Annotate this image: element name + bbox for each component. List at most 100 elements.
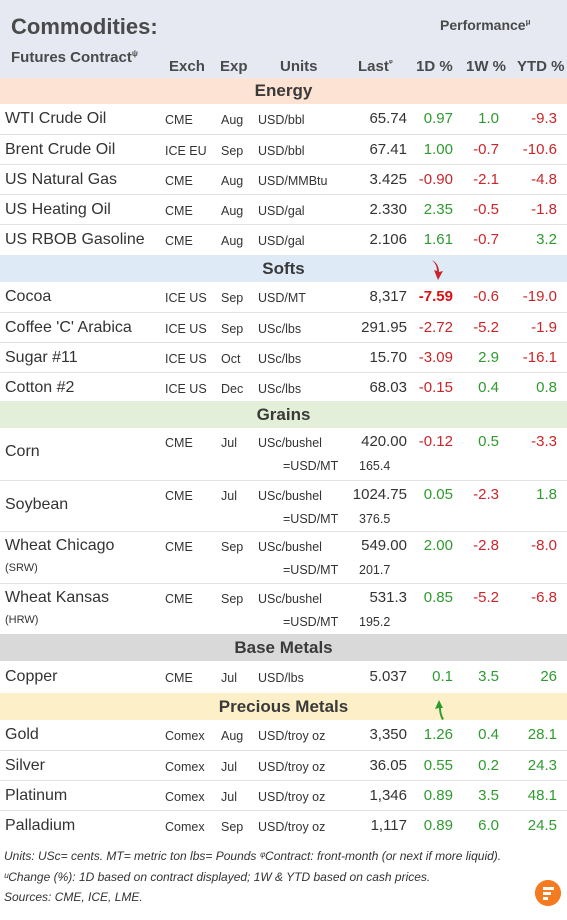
table-row: Soybean CME Jul USc/bushel 1024.75 0.05 -2.3 1.… [0,479,567,533]
commodity-name: Corn [5,443,40,460]
expiry: Aug [221,113,244,127]
units: USD/troy oz [258,760,326,774]
units: USc/bushel [258,488,322,503]
last-price: 1,346 [369,787,407,804]
metric-conversion-value: 165.4 [359,459,391,473]
footer-units-note: Units: USc= cents. MT= metric ton lbs= P… [4,849,502,863]
last-price: 3.425 [369,171,407,188]
metric-conversion-label: =USD/MT [283,459,339,473]
exchange: CME [165,488,193,503]
exchange: ICE US [165,352,207,366]
table-row: US Natural Gas CME Aug USD/MMBtu 3.425 -0.90 -… [0,164,567,195]
change-1d: 1.61 [423,231,453,248]
commodity-name: WTI Crude Oil [5,110,107,127]
change-1d: 2.00 [423,537,453,554]
commodity-name: Coffee 'C' Arabica [5,319,132,336]
expiry: Oct [221,352,241,366]
change-ytd: 3.2 [536,231,557,248]
last-price: 420.00 [361,433,407,450]
metric-conversion-label: =USD/MT [283,614,339,629]
change-1d: 0.89 [423,817,453,834]
change-1d: 2.35 [423,201,453,218]
change-1w: 0.4 [478,726,499,743]
exchange: Comex [165,790,205,804]
expiry: Sep [221,591,244,606]
commodity-name: US RBOB Gasoline [5,231,145,248]
units: USD/gal [258,204,305,218]
change-1w: -0.7 [473,231,499,248]
change-1w: 6.0 [478,817,499,834]
expiry: Aug [221,234,244,248]
exchange: CME [165,234,193,248]
expiry: Jul [221,760,237,774]
change-1w: 1.0 [478,110,499,127]
change-1w: 3.5 [478,787,499,804]
expiry: Jul [221,790,237,804]
change-1w: -2.1 [473,171,499,188]
commodity-name: US Heating Oil [5,201,111,218]
expiry: Sep [221,540,244,554]
change-1d: 0.1 [432,668,453,685]
table-header: Commodities: Futures Contractψ Performan… [0,0,567,78]
exchange: CME [165,174,193,188]
last-price: 3,350 [369,726,407,743]
section-softs: Softs [0,255,567,282]
change-ytd: 24.5 [527,817,557,834]
table-row: Platinum Comex Jul USD/troy oz 1,346 0.89 3.5 4… [0,780,567,811]
expiry: Aug [221,174,244,188]
units: USD/gal [258,234,305,248]
units: USD/MT [258,291,306,305]
units: USc/lbs [258,382,302,396]
change-ytd: -9.3 [531,110,557,127]
commodity-name: Cotton #2 [5,379,75,396]
exchange: ICE US [165,382,207,396]
last-price: 68.03 [369,379,407,396]
change-ytd: 48.1 [527,787,557,804]
change-1d: -0.12 [418,433,453,450]
last-price: 2.106 [369,231,407,248]
table-row: Brent Crude Oil ICE EU Sep USD/bbl 67.41 1.00… [0,134,567,165]
units: USD/lbs [258,671,304,685]
change-ytd: -3.3 [531,433,557,450]
section-grains: Grains [0,401,567,428]
change-1w: -5.2 [473,588,499,606]
change-1w: 0.2 [478,757,499,774]
commodity-name: Palladium [5,817,76,834]
change-1w: -2.3 [473,485,499,503]
units: USD/MMBtu [258,174,328,188]
commodity-name: Sugar #11 [5,349,78,366]
exchange: CME [165,591,193,606]
change-1d: 0.05 [423,485,453,503]
exchange: CME [165,436,193,450]
change-1w: -5.2 [473,319,499,336]
table-row: Gold Comex Aug USD/troy oz 3,350 1.26 0.4 28.1 [0,720,567,750]
change-1w: 0.5 [478,433,499,450]
change-1d: 1.26 [423,726,453,743]
table-row: Copper CME Jul USD/lbs 5.037 0.1 3.5 26 [0,661,567,693]
change-ytd: 26 [540,668,557,685]
metric-conversion-label: =USD/MT [283,563,339,577]
last-price: 65.74 [369,110,407,127]
metric-conversion-value: 376.5 [359,511,391,526]
units: USc/lbs [258,352,302,366]
change-1d: -3.09 [418,349,453,366]
exchange: Comex [165,760,205,774]
change-1d: -2.72 [418,319,453,336]
red-down-arrow-icon [432,260,443,280]
commodity-name: Wheat Chicago [5,537,115,554]
change-ytd: 24.3 [527,757,557,774]
exchange: Comex [165,729,205,743]
change-1d: -0.15 [418,379,453,396]
table-row: Cotton #2 ICE US Dec USc/lbs 68.03 -0.15 0.4 0.… [0,372,567,403]
table-row: Wheat Chicago (SRW) CME Sep USc/bushel 549.00… [0,531,567,584]
change-1w: 2.9 [478,349,499,366]
col-header-last: Lastᵠ [358,58,393,75]
exchange: CME [165,671,193,685]
page-title: Commodities: [11,14,158,39]
last-price: 67.41 [369,141,407,158]
col-header-exp: Exp [220,58,248,75]
expiry: Aug [221,204,244,218]
exchange: ICE US [165,291,207,305]
units: USc/bushel [258,436,322,450]
change-ytd: -6.8 [531,588,557,606]
